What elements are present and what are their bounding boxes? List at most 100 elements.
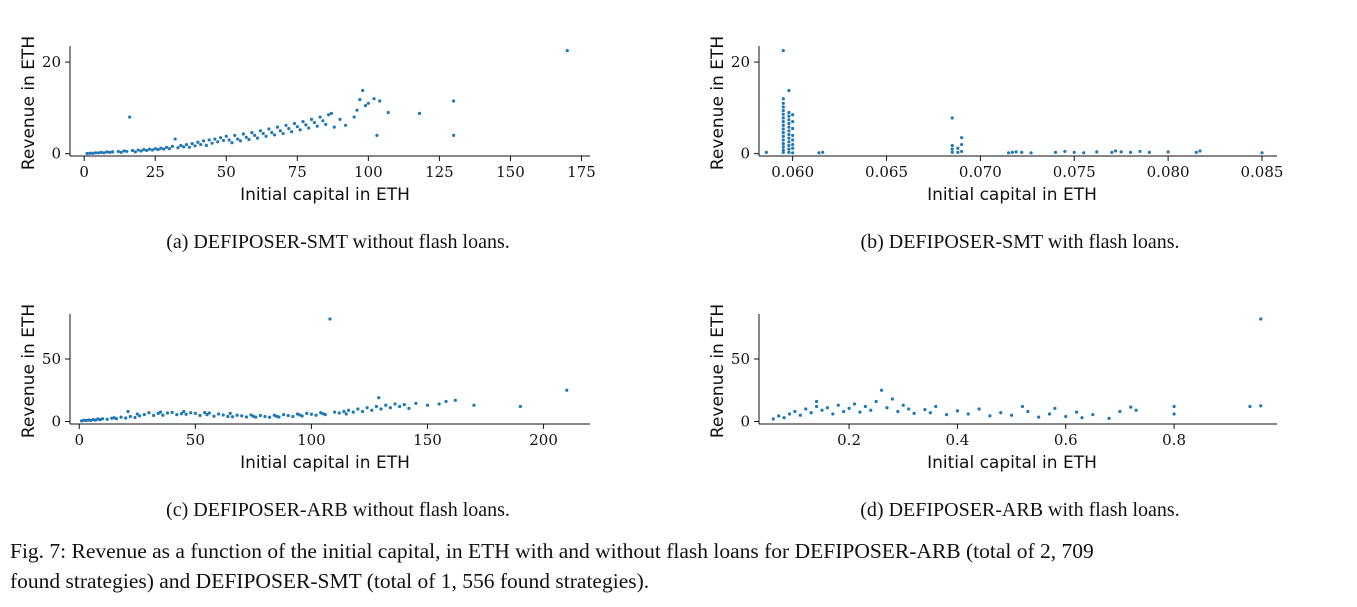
data-point xyxy=(384,403,388,407)
data-point xyxy=(122,149,126,153)
data-point xyxy=(417,111,422,115)
data-point xyxy=(1047,412,1052,416)
data-point xyxy=(199,142,203,147)
data-point xyxy=(781,134,785,138)
data-point xyxy=(236,137,240,141)
data-point xyxy=(1107,416,1111,420)
x-axis-label: Initial capital in ETH xyxy=(240,453,410,473)
x-tick-label: 50 xyxy=(186,431,205,449)
data-point xyxy=(912,411,916,415)
data-point xyxy=(207,411,211,415)
data-point xyxy=(1026,409,1030,414)
x-axis-label: Initial capital in ETH xyxy=(927,453,1097,473)
x-tick-label: 0.070 xyxy=(959,163,1002,181)
data-point xyxy=(787,121,791,126)
data-point xyxy=(253,133,257,137)
data-point xyxy=(787,143,791,148)
data-point xyxy=(791,113,795,117)
x-tick-label: 175 xyxy=(567,163,596,181)
subplot-b: 0.060 0.065 0.070 0.075 0.080 0.085 0 20 Initial… xyxy=(687,28,1347,278)
data-point xyxy=(292,121,297,126)
scatter-plot-d: 0.2 0.4 0.6 0.8 0 50 Initial capital in ETH Rev… xyxy=(708,304,1277,473)
x-tick-label: 150 xyxy=(413,431,442,449)
data-point xyxy=(138,414,142,418)
data-point xyxy=(264,134,268,138)
y-tick-label: 20 xyxy=(731,53,750,71)
data-point xyxy=(167,147,172,151)
data-point xyxy=(119,150,123,154)
data-point xyxy=(85,151,89,156)
data-point xyxy=(105,150,109,154)
data-point xyxy=(337,411,341,415)
data-point xyxy=(1172,404,1176,409)
data-point xyxy=(268,415,272,419)
data-point xyxy=(781,116,785,120)
x-tick-label: 50 xyxy=(217,163,236,181)
data-point xyxy=(130,148,135,153)
data-point xyxy=(159,146,163,150)
data-point xyxy=(201,139,206,143)
data-point xyxy=(1260,151,1264,155)
y-tick-label: 50 xyxy=(42,350,61,368)
data-point xyxy=(226,414,230,419)
data-point xyxy=(452,99,456,103)
data-point xyxy=(787,125,791,129)
data-point xyxy=(842,409,846,414)
data-point xyxy=(836,403,840,407)
data-point xyxy=(1129,405,1133,409)
data-point xyxy=(781,131,785,135)
data-point xyxy=(126,409,130,414)
data-point xyxy=(230,141,234,145)
data-point xyxy=(366,101,370,105)
data-point xyxy=(287,126,291,131)
data-point xyxy=(147,147,152,151)
data-point xyxy=(219,136,223,140)
data-point xyxy=(950,150,954,154)
data-point xyxy=(240,414,244,418)
data-point xyxy=(787,110,791,115)
data-point xyxy=(781,123,785,127)
x-tick-label: 100 xyxy=(354,163,383,181)
data-point xyxy=(787,88,791,93)
data-point xyxy=(227,138,231,142)
data-point xyxy=(781,105,785,109)
data-point xyxy=(224,134,228,138)
data-point xyxy=(388,406,392,410)
data-point xyxy=(771,417,775,421)
data-point xyxy=(1259,404,1263,408)
data-point xyxy=(402,403,406,407)
data-point xyxy=(170,144,174,148)
data-point xyxy=(960,136,964,140)
data-point xyxy=(82,418,86,422)
data-point xyxy=(1074,410,1079,414)
data-point xyxy=(764,150,768,154)
figure-caption-line-2: found strategies) and DEFIPOSER-SMT (tot… xyxy=(10,569,650,593)
data-point xyxy=(241,132,245,136)
x-tick-label: 125 xyxy=(425,163,454,181)
data-point xyxy=(158,410,163,414)
data-point xyxy=(305,411,309,415)
data-point xyxy=(1259,317,1263,321)
data-point xyxy=(352,115,356,119)
data-point xyxy=(309,412,314,416)
data-point xyxy=(1110,150,1114,154)
data-point xyxy=(398,404,402,409)
data-point xyxy=(1119,150,1123,154)
data-point xyxy=(263,414,267,419)
data-point xyxy=(798,413,802,417)
data-point xyxy=(885,406,889,410)
data-point xyxy=(1091,413,1095,417)
data-point xyxy=(825,406,830,410)
data-point xyxy=(258,413,262,418)
data-point xyxy=(254,415,258,419)
data-point xyxy=(988,414,992,418)
x-tick-label: 75 xyxy=(288,163,307,181)
data-point xyxy=(791,126,795,131)
x-tick-label: 0.080 xyxy=(1147,163,1190,181)
data-point xyxy=(781,101,785,105)
data-point xyxy=(821,150,825,154)
data-point xyxy=(255,136,260,140)
data-point xyxy=(950,143,954,148)
data-point xyxy=(284,123,288,127)
data-point xyxy=(1053,406,1057,410)
